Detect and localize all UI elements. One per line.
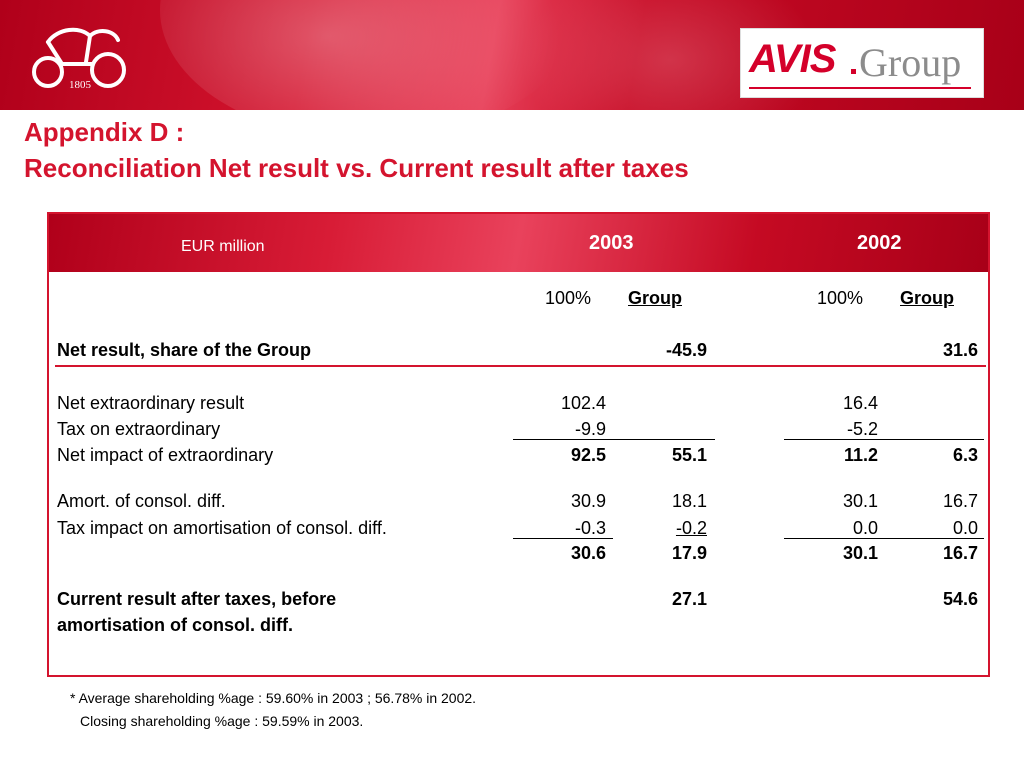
year-header-2003: 2003	[589, 232, 634, 254]
cell-amort-group-2002: 16.7	[942, 491, 978, 511]
row-label-tax-amort: Tax impact on amortisation of consol. di…	[57, 518, 387, 538]
table-header: EUR million 2003 2002	[49, 214, 988, 272]
cell-net-extraordinary-100-2002: 16.4	[842, 393, 878, 413]
year-header-2002: 2002	[857, 232, 902, 254]
subheader-100-2003: 100%	[544, 288, 591, 308]
cell-subtotal-100-2002: 30.1	[842, 543, 878, 563]
cell-tax-extraordinary-100-2003: -9.9	[574, 419, 606, 439]
subheader-group-2003: Group	[628, 288, 682, 308]
cell-net-impact-100-2002: 11.2	[843, 445, 878, 465]
subheader-100-2002: 100%	[816, 288, 863, 308]
footnote-closing: Closing shareholding %age : 59.59% in 20…	[80, 713, 364, 729]
title-line-2: Reconciliation Net result vs. Current re…	[24, 153, 689, 183]
cell-amort-group-2003: 18.1	[671, 491, 707, 511]
carriage-logo-icon: 1805	[32, 27, 126, 91]
cell-current-result-group-2003: 27.1	[671, 589, 707, 609]
group-wordmark: Group	[859, 40, 962, 85]
cell-tax-amort-group-2003: -0.2	[675, 518, 707, 538]
row-label-net-impact: Net impact of extraordinary	[57, 445, 274, 465]
subtotal-rule-2002	[784, 439, 984, 440]
banner-gloss	[160, 0, 580, 110]
reconciliation-table: EUR million 2003 2002 100% Group 100% Gr…	[47, 212, 990, 677]
cell-amort-100-2002: 30.1	[842, 491, 878, 511]
logo-underline	[749, 87, 971, 89]
avis-group-logo: AVIS Group	[740, 28, 984, 98]
cell-net-result-group-2003: -45.9	[665, 340, 707, 360]
row-label-net-extraordinary: Net extraordinary result	[57, 393, 245, 413]
subtotal-rule-2-2003	[513, 538, 613, 539]
cell-tax-amort-100-2003: -0.3	[574, 518, 606, 538]
footnote-average: * Average shareholding %age : 59.60% in …	[70, 690, 477, 706]
slide-title: Appendix D : Reconciliation Net result v…	[24, 114, 689, 186]
cell-subtotal-100-2003: 30.6	[570, 543, 606, 563]
row-label-tax-extraordinary: Tax on extraordinary	[57, 419, 221, 439]
cell-net-result-group-2002: 31.6	[942, 340, 978, 360]
header-banner: 1805 AVIS Group	[0, 0, 1024, 110]
cell-current-result-group-2002: 54.6	[942, 589, 978, 609]
cell-net-impact-group-2002: 6.3	[952, 445, 978, 465]
cell-amort-100-2003: 30.9	[570, 491, 606, 511]
subtotal-rule-2003	[513, 439, 715, 440]
carriage-year: 1805	[69, 79, 92, 91]
avis-dot	[851, 69, 856, 74]
cell-net-extraordinary-100-2003: 102.4	[560, 393, 606, 413]
cell-net-impact-group-2003: 55.1	[671, 445, 707, 465]
row-divider	[55, 365, 986, 367]
avis-wordmark: AVIS	[749, 37, 836, 81]
row-label-current-result-line1: Current result after taxes, before	[57, 589, 337, 609]
subheader-group-2002: Group	[900, 288, 954, 308]
subtotal-rule-2-2002	[784, 538, 984, 539]
cell-net-impact-100-2003: 92.5	[570, 445, 606, 465]
cell-subtotal-group-2003: 17.9	[671, 543, 707, 563]
row-label-net-result: Net result, share of the Group	[57, 340, 312, 360]
row-label-amort: Amort. of consol. diff.	[57, 491, 226, 511]
cell-tax-amort-group-2002: 0.0	[952, 518, 978, 538]
cell-subtotal-group-2002: 16.7	[942, 543, 978, 563]
unit-label: EUR million	[181, 238, 265, 255]
cell-tax-amort-100-2002: 0.0	[852, 518, 878, 538]
title-line-1: Appendix D :	[24, 117, 185, 147]
row-label-current-result-line2: amortisation of consol. diff.	[57, 615, 294, 635]
cell-tax-extraordinary-100-2002: -5.2	[846, 419, 878, 439]
